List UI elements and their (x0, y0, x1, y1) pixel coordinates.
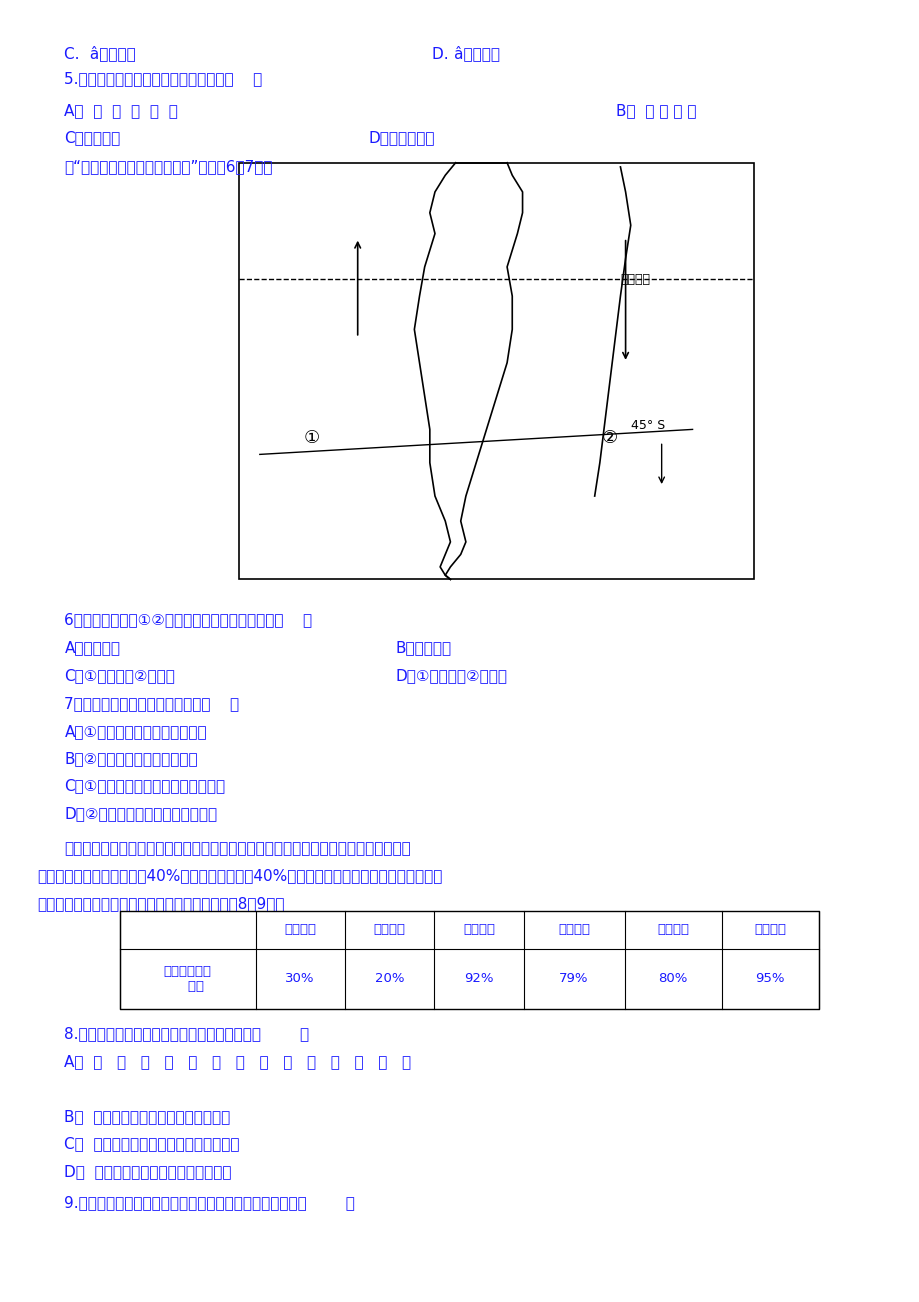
Text: 7．图中洋流对地理环境的影响有（    ）: 7．图中洋流对地理环境的影响有（ ） (64, 697, 239, 712)
Text: D．纠芬兰渔场: D．纠芬兰渔场 (368, 130, 434, 146)
Text: C．  解决水资源问题的核心是提高利用率: C． 解决水资源问题的核心是提高利用率 (64, 1137, 240, 1152)
Text: 河西走廊: 河西走廊 (462, 923, 494, 936)
Text: D．②洋流不利于海洋污染物的扩散: D．②洋流不利于海洋污染物的扩散 (64, 806, 217, 822)
Text: A．  水   资   源   可   利   用   量   高   于   世   界   平   均   値: A． 水 资 源 可 利 用 量 高 于 世 界 平 均 値 (64, 1055, 411, 1070)
Text: 79%: 79% (559, 973, 588, 986)
Text: 6．下列关于图中①②两股洋流的说法，正确的是（    ）: 6．下列关于图中①②两股洋流的说法，正确的是（ ） (64, 612, 312, 628)
Text: C.   â增加: C. â增加 (64, 46, 136, 61)
Text: B．  秘 鲁 渔 场: B． 秘 鲁 渔 场 (616, 103, 697, 118)
Text: 世界平均: 世界平均 (284, 923, 316, 936)
Text: A．①洋流对沿岸有增温增湿作用: A．①洋流对沿岸有增温增湿作用 (64, 724, 207, 740)
Text: C．北海渔场: C．北海渔场 (64, 130, 120, 146)
Text: B．均为寒流: B．均为寒流 (395, 641, 451, 656)
Bar (119, 911, 818, 1009)
Text: 噪尔盆地: 噪尔盆地 (656, 923, 688, 936)
Text: 20%: 20% (374, 973, 403, 986)
Text: A．  北  海  道  渔  场: A． 北 海 道 渔 场 (64, 103, 178, 118)
Text: 8.下列关于我国水资源开发的叙述，正确的是（        ）: 8.下列关于我国水资源开发的叙述，正确的是（ ） (64, 1026, 309, 1042)
Text: 海河流域: 海河流域 (754, 923, 786, 936)
Text: D．①是寒流，②是暖流: D．①是寒流，②是暖流 (395, 668, 507, 684)
Text: D．  解决水资源问题的根本措施是调水: D． 解决水资源问题的根本措施是调水 (64, 1164, 232, 1180)
Text: B．②洋流随季节不同方向相反: B．②洋流随季节不同方向相反 (64, 751, 198, 767)
Text: 塔里木河: 塔里木河 (558, 923, 589, 936)
Text: 水资源开发利用率是指流域或区域用水量占水资源可利用量的比率。国际上一般认为，: 水资源开发利用率是指流域或区域用水量占水资源可利用量的比率。国际上一般认为， (64, 841, 411, 857)
Text: 92%: 92% (464, 973, 494, 986)
Text: 一条河流的合理开发限度为40%。而当利用率超过40%时，即表明严重缺水，可能制约经济发: 一条河流的合理开发限度为40%。而当利用率超过40%时，即表明严重缺水，可能制约… (37, 868, 442, 884)
Text: 45° S: 45° S (630, 419, 664, 432)
Text: C．①洋流是秘鲁渔场的重要形成因子: C．①洋流是秘鲁渔场的重要形成因子 (64, 779, 225, 794)
Text: 南回归线: 南回归线 (619, 273, 649, 286)
Text: ①: ① (303, 428, 319, 447)
Text: D.  â减少: D. â减少 (432, 46, 500, 61)
Text: ②: ② (601, 428, 618, 447)
Text: 读“南美洲南部沿岸洋流示意图”，回味6～7题。: 读“南美洲南部沿岸洋流示意图”，回味6～7题。 (64, 159, 273, 174)
Bar (239, 163, 754, 579)
Text: 80%: 80% (658, 973, 687, 986)
Text: 展，并导致社会稳定和环境安全问题。据材料回和8～9题。: 展，并导致社会稳定和环境安全问题。据材料回和8～9题。 (37, 896, 284, 911)
Text: A．均为暖流: A．均为暖流 (64, 641, 120, 656)
Text: B．  水资源最紧缺的地区是准噪尔盆地: B． 水资源最紧缺的地区是准噪尔盆地 (64, 1109, 231, 1125)
Text: 95%: 95% (754, 973, 784, 986)
Text: C．①是暖流，②是寒流: C．①是暖流，②是寒流 (64, 668, 176, 684)
Text: 30%: 30% (285, 973, 314, 986)
Text: 5.下列渔场不属于寒暖流交汇形成的是（    ）: 5.下列渔场不属于寒暖流交汇形成的是（ ） (64, 72, 262, 87)
Text: 9.海河流域水资源开发利用率高于塔里木河流域的原因是（        ）: 9.海河流域水资源开发利用率高于塔里木河流域的原因是（ ） (64, 1195, 355, 1211)
Text: 中国平均: 中国平均 (373, 923, 405, 936)
Text: 水资源开发利
    用率: 水资源开发利 用率 (164, 965, 211, 993)
